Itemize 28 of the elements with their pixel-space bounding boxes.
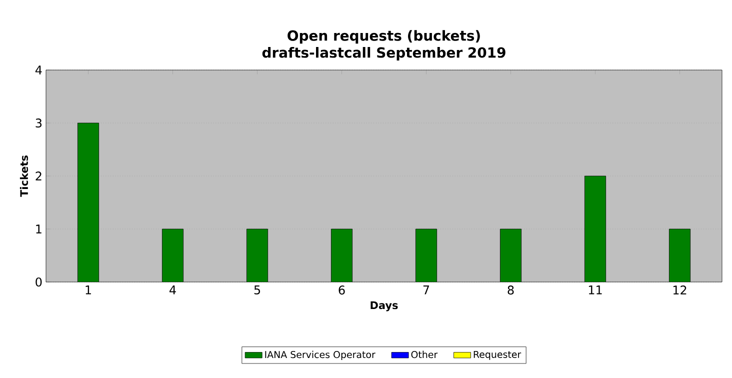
x-tick-label: 7 (423, 286, 430, 294)
bar (500, 228, 522, 282)
bar (584, 176, 606, 282)
legend-label: Requester (474, 350, 522, 360)
y-tick-label: 3 (36, 118, 42, 128)
x-tick-label: 11 (588, 286, 602, 294)
x-tick-label: 6 (338, 286, 345, 295)
y-tick-label: 4 (35, 66, 42, 74)
x-tick-label: 12 (673, 286, 686, 294)
chart-subtitle: drafts-lastcall September 2019 (262, 47, 506, 61)
bar (246, 228, 268, 282)
legend-label: Other (411, 350, 438, 358)
x-tick-label: 5 (254, 286, 260, 294)
y-tick-label: 1 (36, 224, 42, 234)
x-tick-label: 8 (508, 286, 514, 295)
y-axis-title: Tickets (20, 156, 28, 197)
y-tick-label: 2 (36, 172, 42, 180)
bar (668, 228, 691, 282)
bar (77, 122, 100, 282)
bar (415, 228, 438, 282)
x-tick-label: 1 (86, 286, 91, 294)
bar (162, 228, 184, 282)
bar (330, 228, 353, 282)
chart-title: Open requests (buckets) (288, 30, 480, 44)
y-tick-label: 0 (36, 277, 42, 287)
x-axis-title: Days (370, 301, 398, 312)
x-tick-label: 4 (170, 286, 176, 294)
legend-label: IANA Services Operator (265, 350, 376, 360)
